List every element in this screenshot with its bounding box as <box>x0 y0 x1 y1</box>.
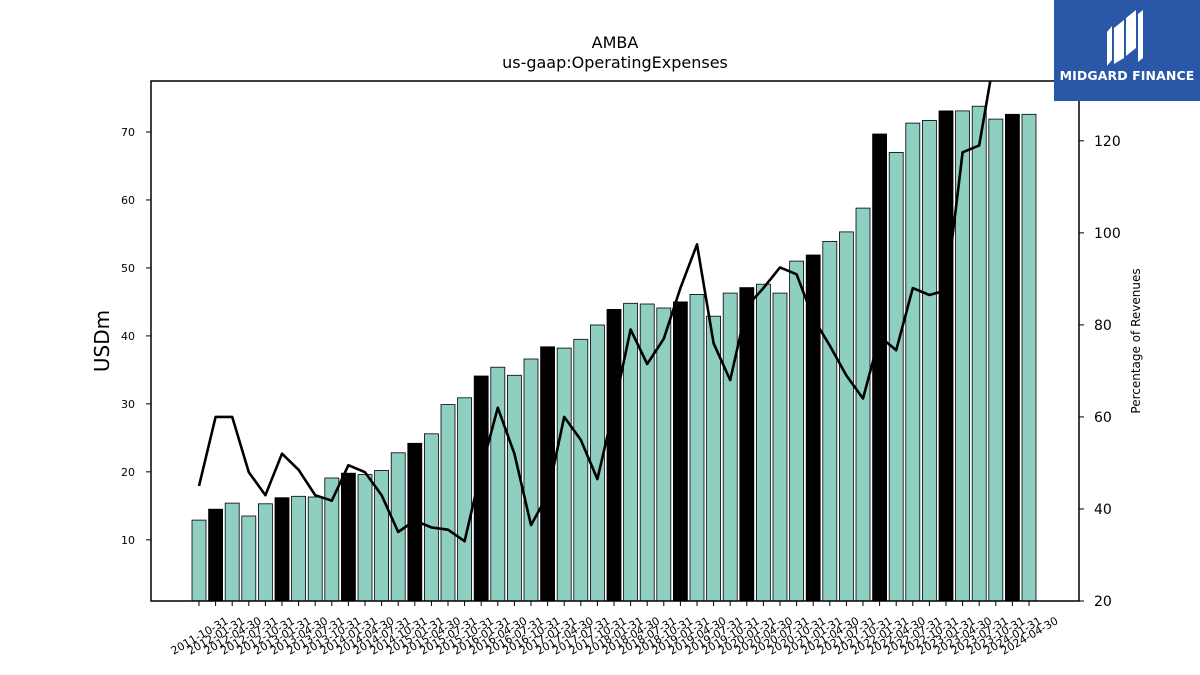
bar <box>689 293 705 601</box>
y2-tick-label: 60 <box>1094 410 1112 426</box>
bar <box>905 122 921 601</box>
y2-tick-label: 100 <box>1094 226 1121 242</box>
bar <box>573 338 589 601</box>
bar <box>639 303 655 601</box>
bar <box>556 347 572 601</box>
midgard-m-logo-icon <box>1107 10 1143 66</box>
y-tick-label: 50 <box>121 262 135 275</box>
bar <box>971 105 987 601</box>
y-tick-label: 40 <box>121 330 135 343</box>
y2-tick-label: 20 <box>1094 594 1112 610</box>
bar <box>822 240 838 601</box>
bar <box>523 358 539 601</box>
bar <box>756 283 771 601</box>
bar <box>241 515 257 601</box>
y-tick-label: 60 <box>121 194 135 207</box>
y-axis-label: USDm <box>90 310 114 372</box>
bar <box>955 110 970 601</box>
bar <box>739 287 755 601</box>
line-series <box>197 81 992 543</box>
right-axis: 20 40 60 80 100 120 <box>1079 134 1121 610</box>
bar <box>506 374 522 601</box>
bar <box>888 151 904 601</box>
bar <box>706 315 721 601</box>
left-axis: 10 20 30 40 50 60 70 <box>121 126 151 547</box>
y2-tick-label: 120 <box>1094 134 1121 150</box>
bar <box>440 404 456 601</box>
bar <box>224 502 240 601</box>
x-axis: 2011-10-312012-01-312012-04-302012-07-31… <box>169 601 1061 658</box>
midgard-finance-logo: MIDGARD FINANCE <box>1054 0 1200 101</box>
bar <box>988 118 1004 601</box>
bar <box>357 474 373 601</box>
bar <box>606 308 622 601</box>
bar <box>390 452 406 601</box>
bar <box>656 307 672 601</box>
bar <box>473 375 489 601</box>
y2-axis-label: Percentage of Revenues <box>1129 268 1143 413</box>
bar <box>1005 113 1020 601</box>
bar <box>922 120 937 601</box>
bar <box>340 472 356 601</box>
bar <box>855 207 871 601</box>
revenue-pct-line <box>197 81 992 543</box>
y-tick-label: 20 <box>121 466 135 479</box>
chart-subtitle: us-gaap:OperatingExpenses <box>502 53 728 72</box>
bar <box>772 292 788 601</box>
bar <box>257 503 273 601</box>
chart-title: AMBA <box>592 33 639 52</box>
bar <box>490 366 506 601</box>
bar-series <box>191 105 1037 601</box>
bar <box>457 397 473 601</box>
bar <box>291 495 307 601</box>
bar <box>938 110 954 601</box>
y-tick-label: 70 <box>121 126 135 139</box>
bar <box>1021 113 1037 601</box>
y-tick-label: 10 <box>121 534 135 547</box>
y2-tick-label: 80 <box>1094 318 1112 334</box>
bar <box>673 301 688 601</box>
bar <box>307 496 323 601</box>
bar <box>872 133 887 601</box>
bar <box>324 477 340 601</box>
y-tick-label: 30 <box>121 398 135 411</box>
bar <box>208 508 224 601</box>
bar <box>623 302 638 601</box>
bar <box>274 497 290 601</box>
bar <box>789 260 804 601</box>
bar <box>722 292 738 601</box>
bar <box>805 254 821 601</box>
bar <box>191 519 207 601</box>
logo-text: MIDGARD FINANCE <box>1059 68 1195 83</box>
plot-frame <box>150 80 1080 602</box>
bar <box>839 231 854 601</box>
y2-tick-label: 40 <box>1094 502 1112 518</box>
bar <box>423 433 439 601</box>
